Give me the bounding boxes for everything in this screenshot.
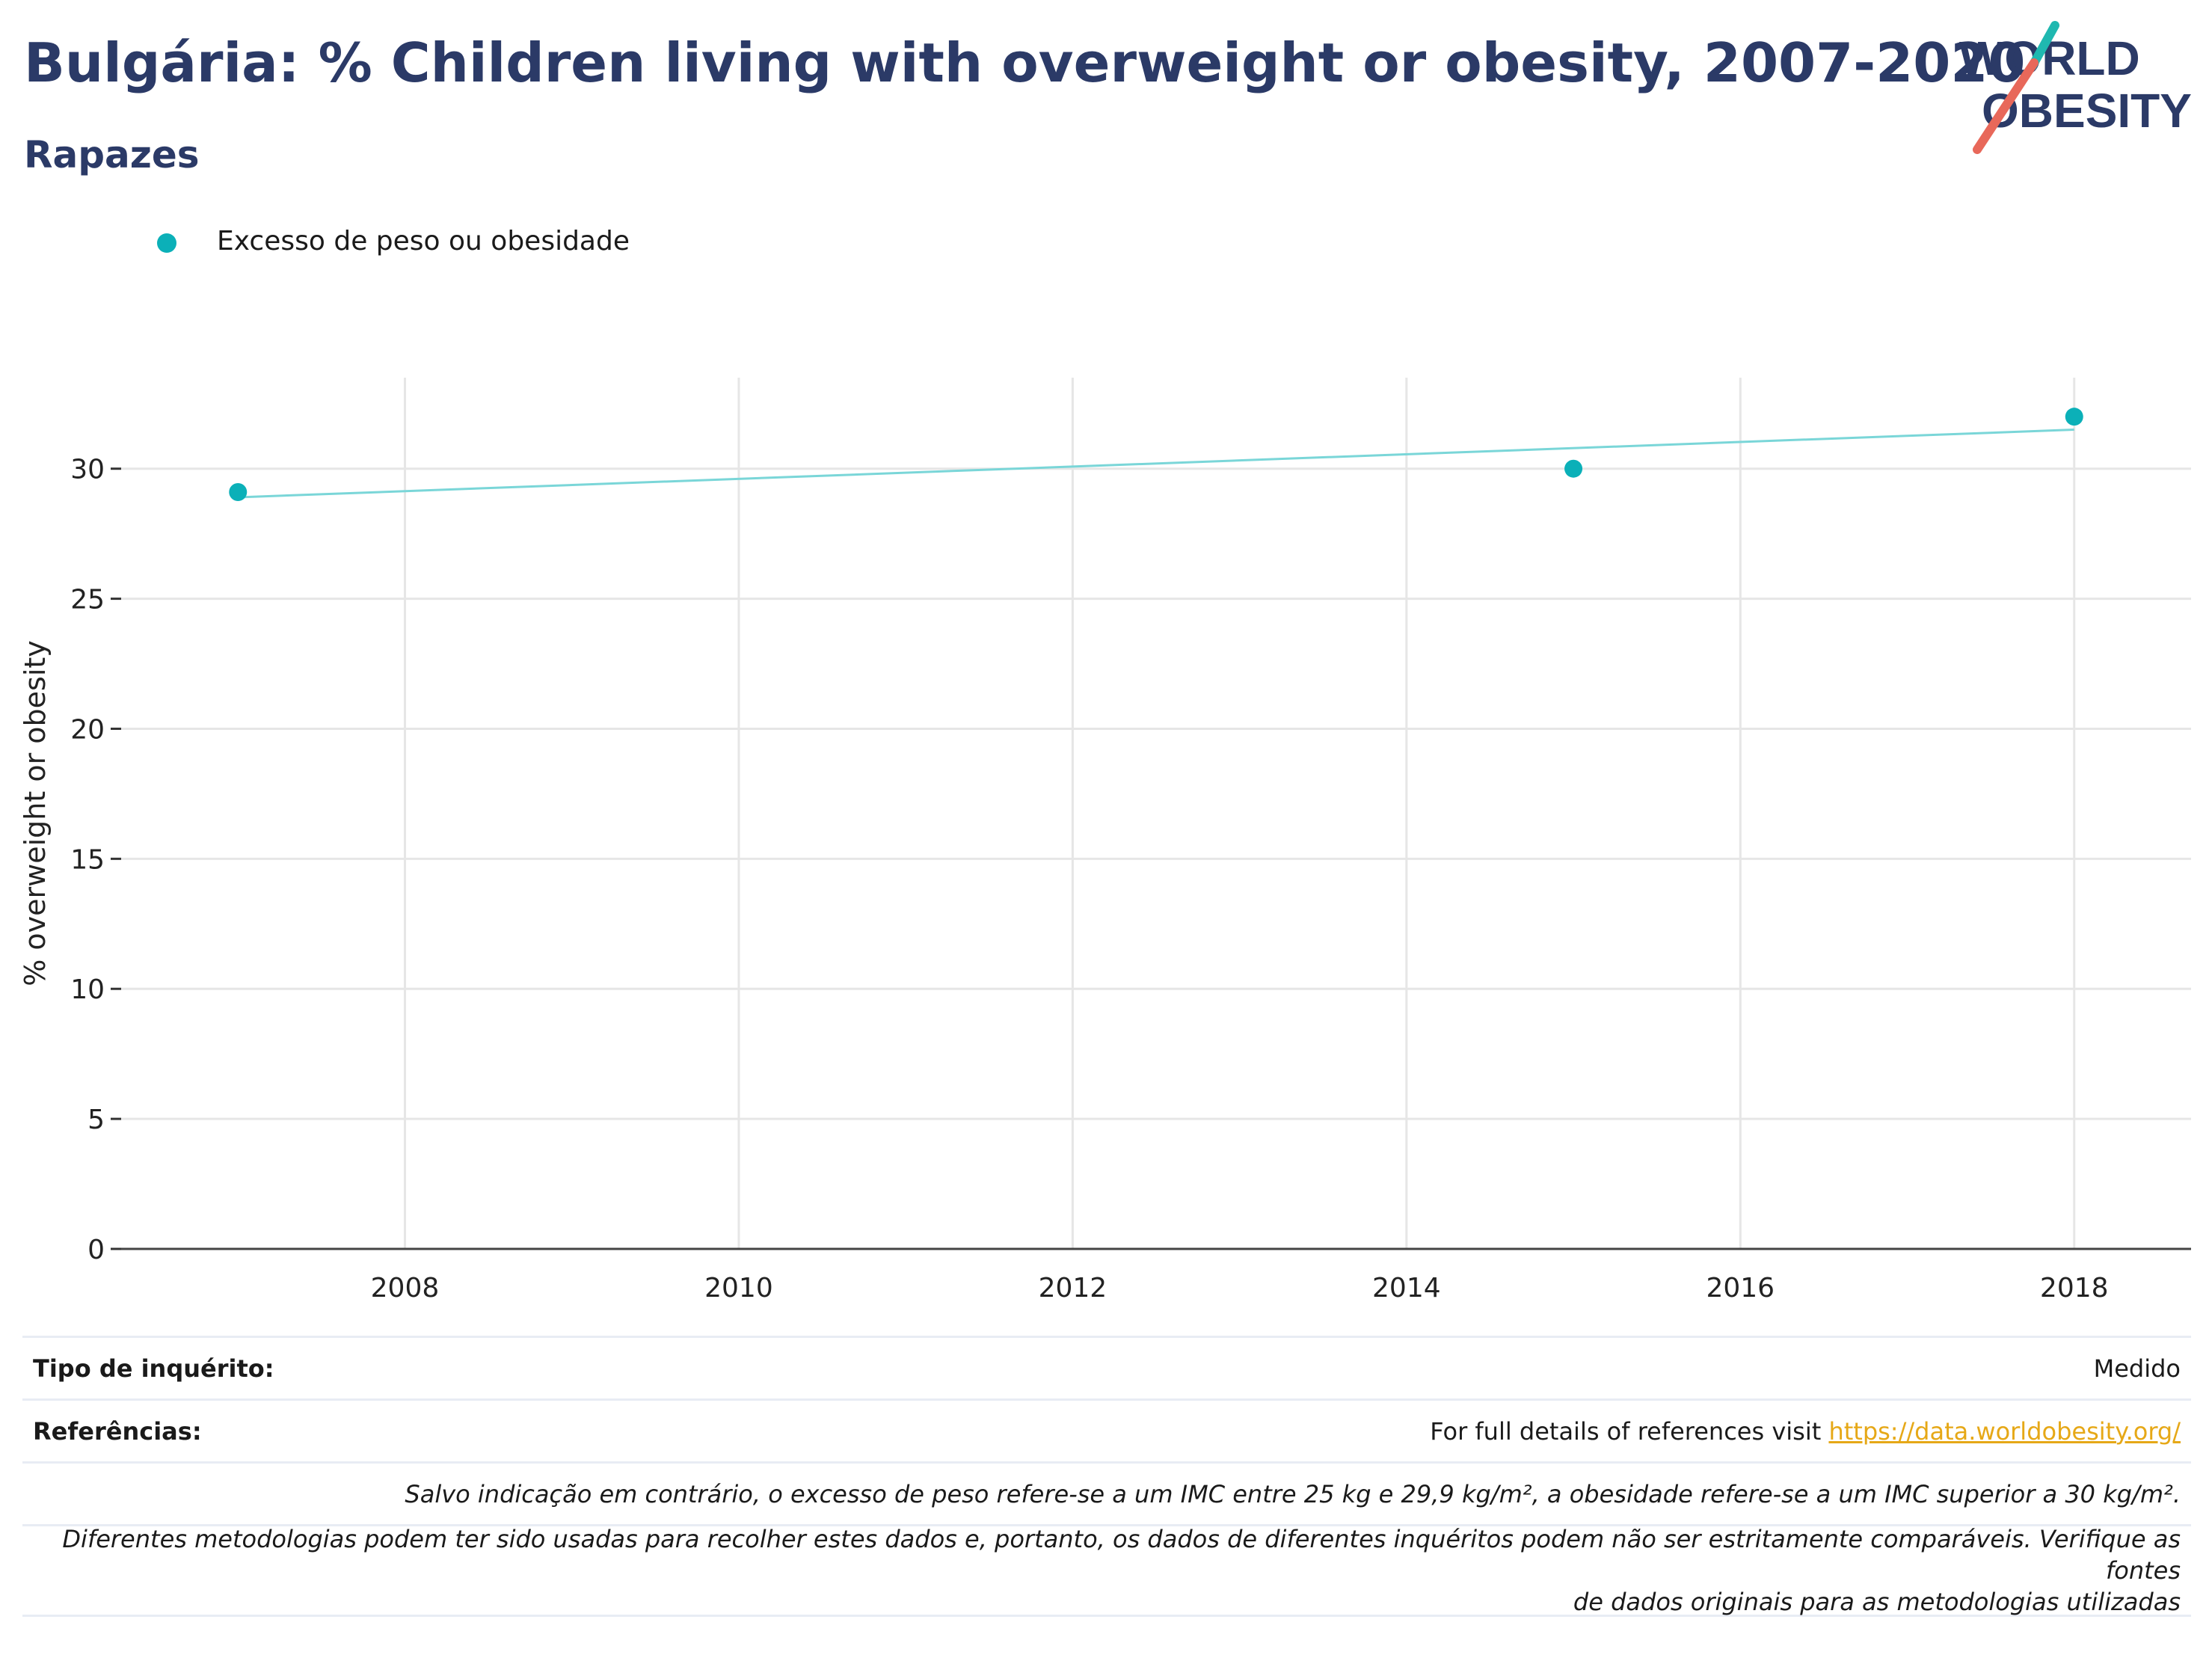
x-tick-label: 2018 xyxy=(2040,1273,2109,1304)
data-point xyxy=(229,483,248,502)
logo-slash-coral xyxy=(1973,58,2039,154)
x-tick-label: 2010 xyxy=(704,1273,773,1304)
x-tick-label: 2016 xyxy=(1706,1273,1775,1304)
chart-subtitle: Rapazes xyxy=(24,133,200,176)
data-point xyxy=(2065,408,2083,426)
y-tick-label: 30 xyxy=(70,455,105,485)
trend-line xyxy=(238,429,2074,499)
x-tick-label: 2008 xyxy=(371,1273,440,1304)
references-value: For full details of references visit htt… xyxy=(1430,1417,2181,1446)
survey-type-row: Tipo de inquérito: Medido xyxy=(22,1336,2191,1398)
y-tick-label: 10 xyxy=(70,974,105,1005)
trend-line-group xyxy=(238,429,2074,499)
y-tick-label: 0 xyxy=(87,1235,105,1265)
data-points xyxy=(229,408,2083,502)
data-point xyxy=(1564,459,1583,478)
y-tick-label: 5 xyxy=(87,1105,105,1135)
chart-area: 0 5 10 15 20 25 30 2008 2010 2012 2014 2016 2018 % o… xyxy=(19,378,2191,1304)
axes: 0 5 10 15 20 25 30 2008 2010 2012 2014 2016 2018 xyxy=(70,455,2191,1304)
references-link[interactable]: https://data.worldobesity.org/ xyxy=(1828,1416,2181,1446)
methods-note-line2: de dados originais para as metodologias … xyxy=(1573,1588,2181,1616)
y-tick-label: 15 xyxy=(70,844,105,875)
survey-type-label: Tipo de inquérito: xyxy=(33,1354,274,1383)
legend-marker-icon xyxy=(157,233,176,253)
methods-note-row: Diferentes metodologias podem ter sido u… xyxy=(22,1524,2191,1617)
x-tick-label: 2012 xyxy=(1039,1273,1107,1304)
world-obesity-logo: WORLD OBESITY xyxy=(1959,21,2192,154)
bmi-note-row: Salvo indicação em contrário, o excesso … xyxy=(22,1461,2191,1524)
legend-label: Excesso de peso ou obesidade xyxy=(217,226,630,257)
survey-type-value: Medido xyxy=(2093,1354,2181,1383)
y-tick-label: 20 xyxy=(70,714,105,745)
footer-table: Tipo de inquérito: Medido Referências: F… xyxy=(22,1336,2191,1617)
references-row: Referências: For full details of referen… xyxy=(22,1398,2191,1461)
grid-lines xyxy=(121,378,2191,1249)
references-label: Referências: xyxy=(33,1416,202,1446)
methods-note-line1: Diferentes metodologias podem ter sido u… xyxy=(62,1525,2181,1585)
y-axis-label: % overweight or obesity xyxy=(19,640,52,986)
chart-title: Bulgária: % Children living with overwei… xyxy=(24,31,2026,94)
x-tick-label: 2014 xyxy=(1372,1273,1441,1304)
bmi-note: Salvo indicação em contrário, o excesso … xyxy=(405,1479,2181,1508)
references-text: For full details of references visit xyxy=(1430,1416,1829,1446)
y-tick-label: 25 xyxy=(70,585,105,615)
